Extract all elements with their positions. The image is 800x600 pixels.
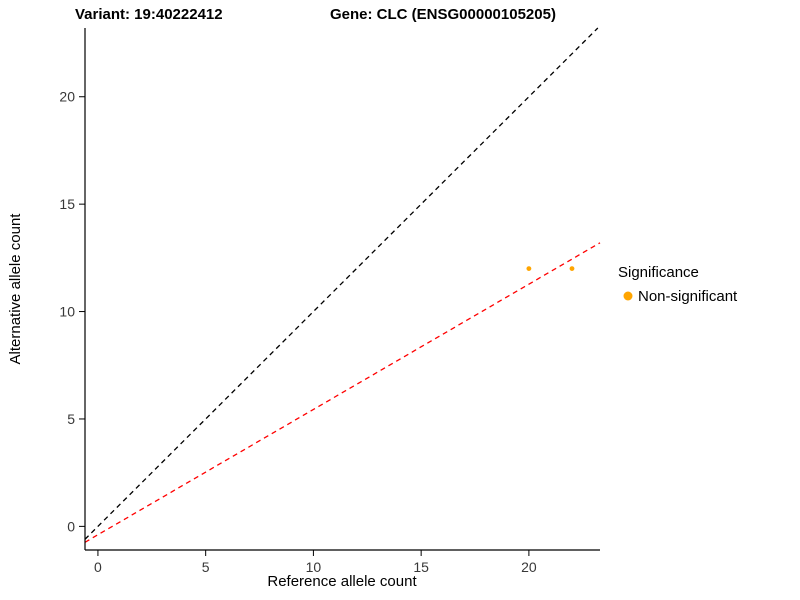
data-point — [526, 266, 532, 271]
x-tick-label: 0 — [94, 559, 102, 575]
x-tick-label: 5 — [202, 559, 210, 575]
legend-item-label: Non-significant — [638, 288, 738, 305]
x-axis-label: Reference allele count — [267, 573, 417, 590]
x-tick-label: 20 — [521, 559, 537, 575]
gene-title: Gene: CLC (ENSG00000105205) — [330, 6, 556, 23]
y-tick-label: 15 — [59, 196, 75, 212]
legend: Significance Non-significant — [618, 264, 738, 305]
x-tick-label: 15 — [413, 559, 429, 575]
y-axis-label: Alternative allele count — [7, 213, 24, 365]
plot-panel: 0 5 10 15 20 0 5 10 15 20 — [59, 27, 601, 575]
variant-title: Variant: 19:40222412 — [75, 6, 223, 23]
y-tick-label: 5 — [67, 411, 75, 427]
legend-title: Significance — [618, 264, 699, 281]
legend-key-dot — [623, 291, 633, 301]
y-tick-label: 20 — [59, 89, 75, 105]
data-point — [569, 266, 575, 271]
y-tick-label: 0 — [67, 518, 75, 534]
y-tick-label: 10 — [59, 304, 75, 320]
allelic-ratio-line — [84, 242, 601, 543]
identity-line — [84, 27, 599, 540]
x-tick-label: 10 — [306, 559, 322, 575]
